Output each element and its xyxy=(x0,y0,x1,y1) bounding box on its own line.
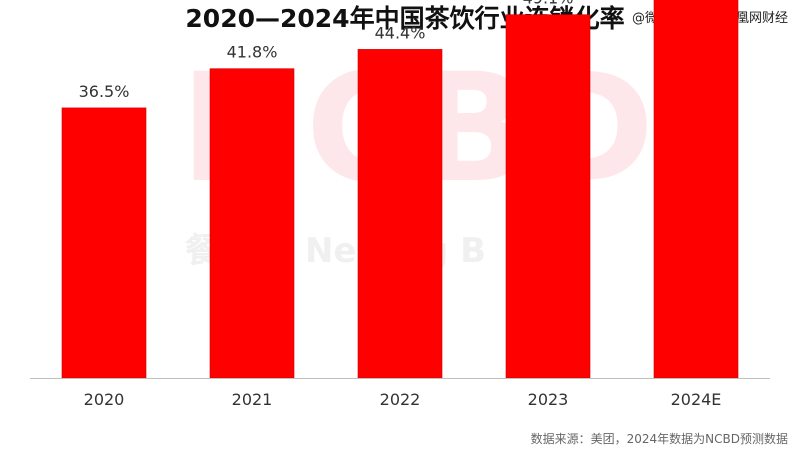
value-label-2023: 49.1% xyxy=(523,0,574,8)
value-labels-group: 36.5%41.8%44.4%49.1%51.6% xyxy=(79,0,574,101)
value-label-2020: 36.5% xyxy=(79,82,130,101)
value-label-2021: 41.8% xyxy=(227,43,278,62)
bar-2021 xyxy=(209,68,295,379)
bar-2020 xyxy=(61,107,147,379)
bar-2024E xyxy=(653,0,739,379)
x-tick-2022: 2022 xyxy=(380,390,421,409)
bar-2023 xyxy=(505,14,591,379)
x-tick-2020: 2020 xyxy=(84,390,125,409)
bars-group xyxy=(61,0,739,379)
x-tick-2023: 2023 xyxy=(528,390,569,409)
x-ticks-group: 2020 2021 2022 2023 2024E xyxy=(84,390,722,409)
bar-2022 xyxy=(357,49,443,379)
x-tick-2021: 2021 xyxy=(232,390,273,409)
value-label-2022: 44.4% xyxy=(375,23,426,42)
x-tick-2024E: 2024E xyxy=(671,390,722,409)
source-note: 数据来源：美团，2024年数据为NCBD预测数据 xyxy=(531,431,788,446)
